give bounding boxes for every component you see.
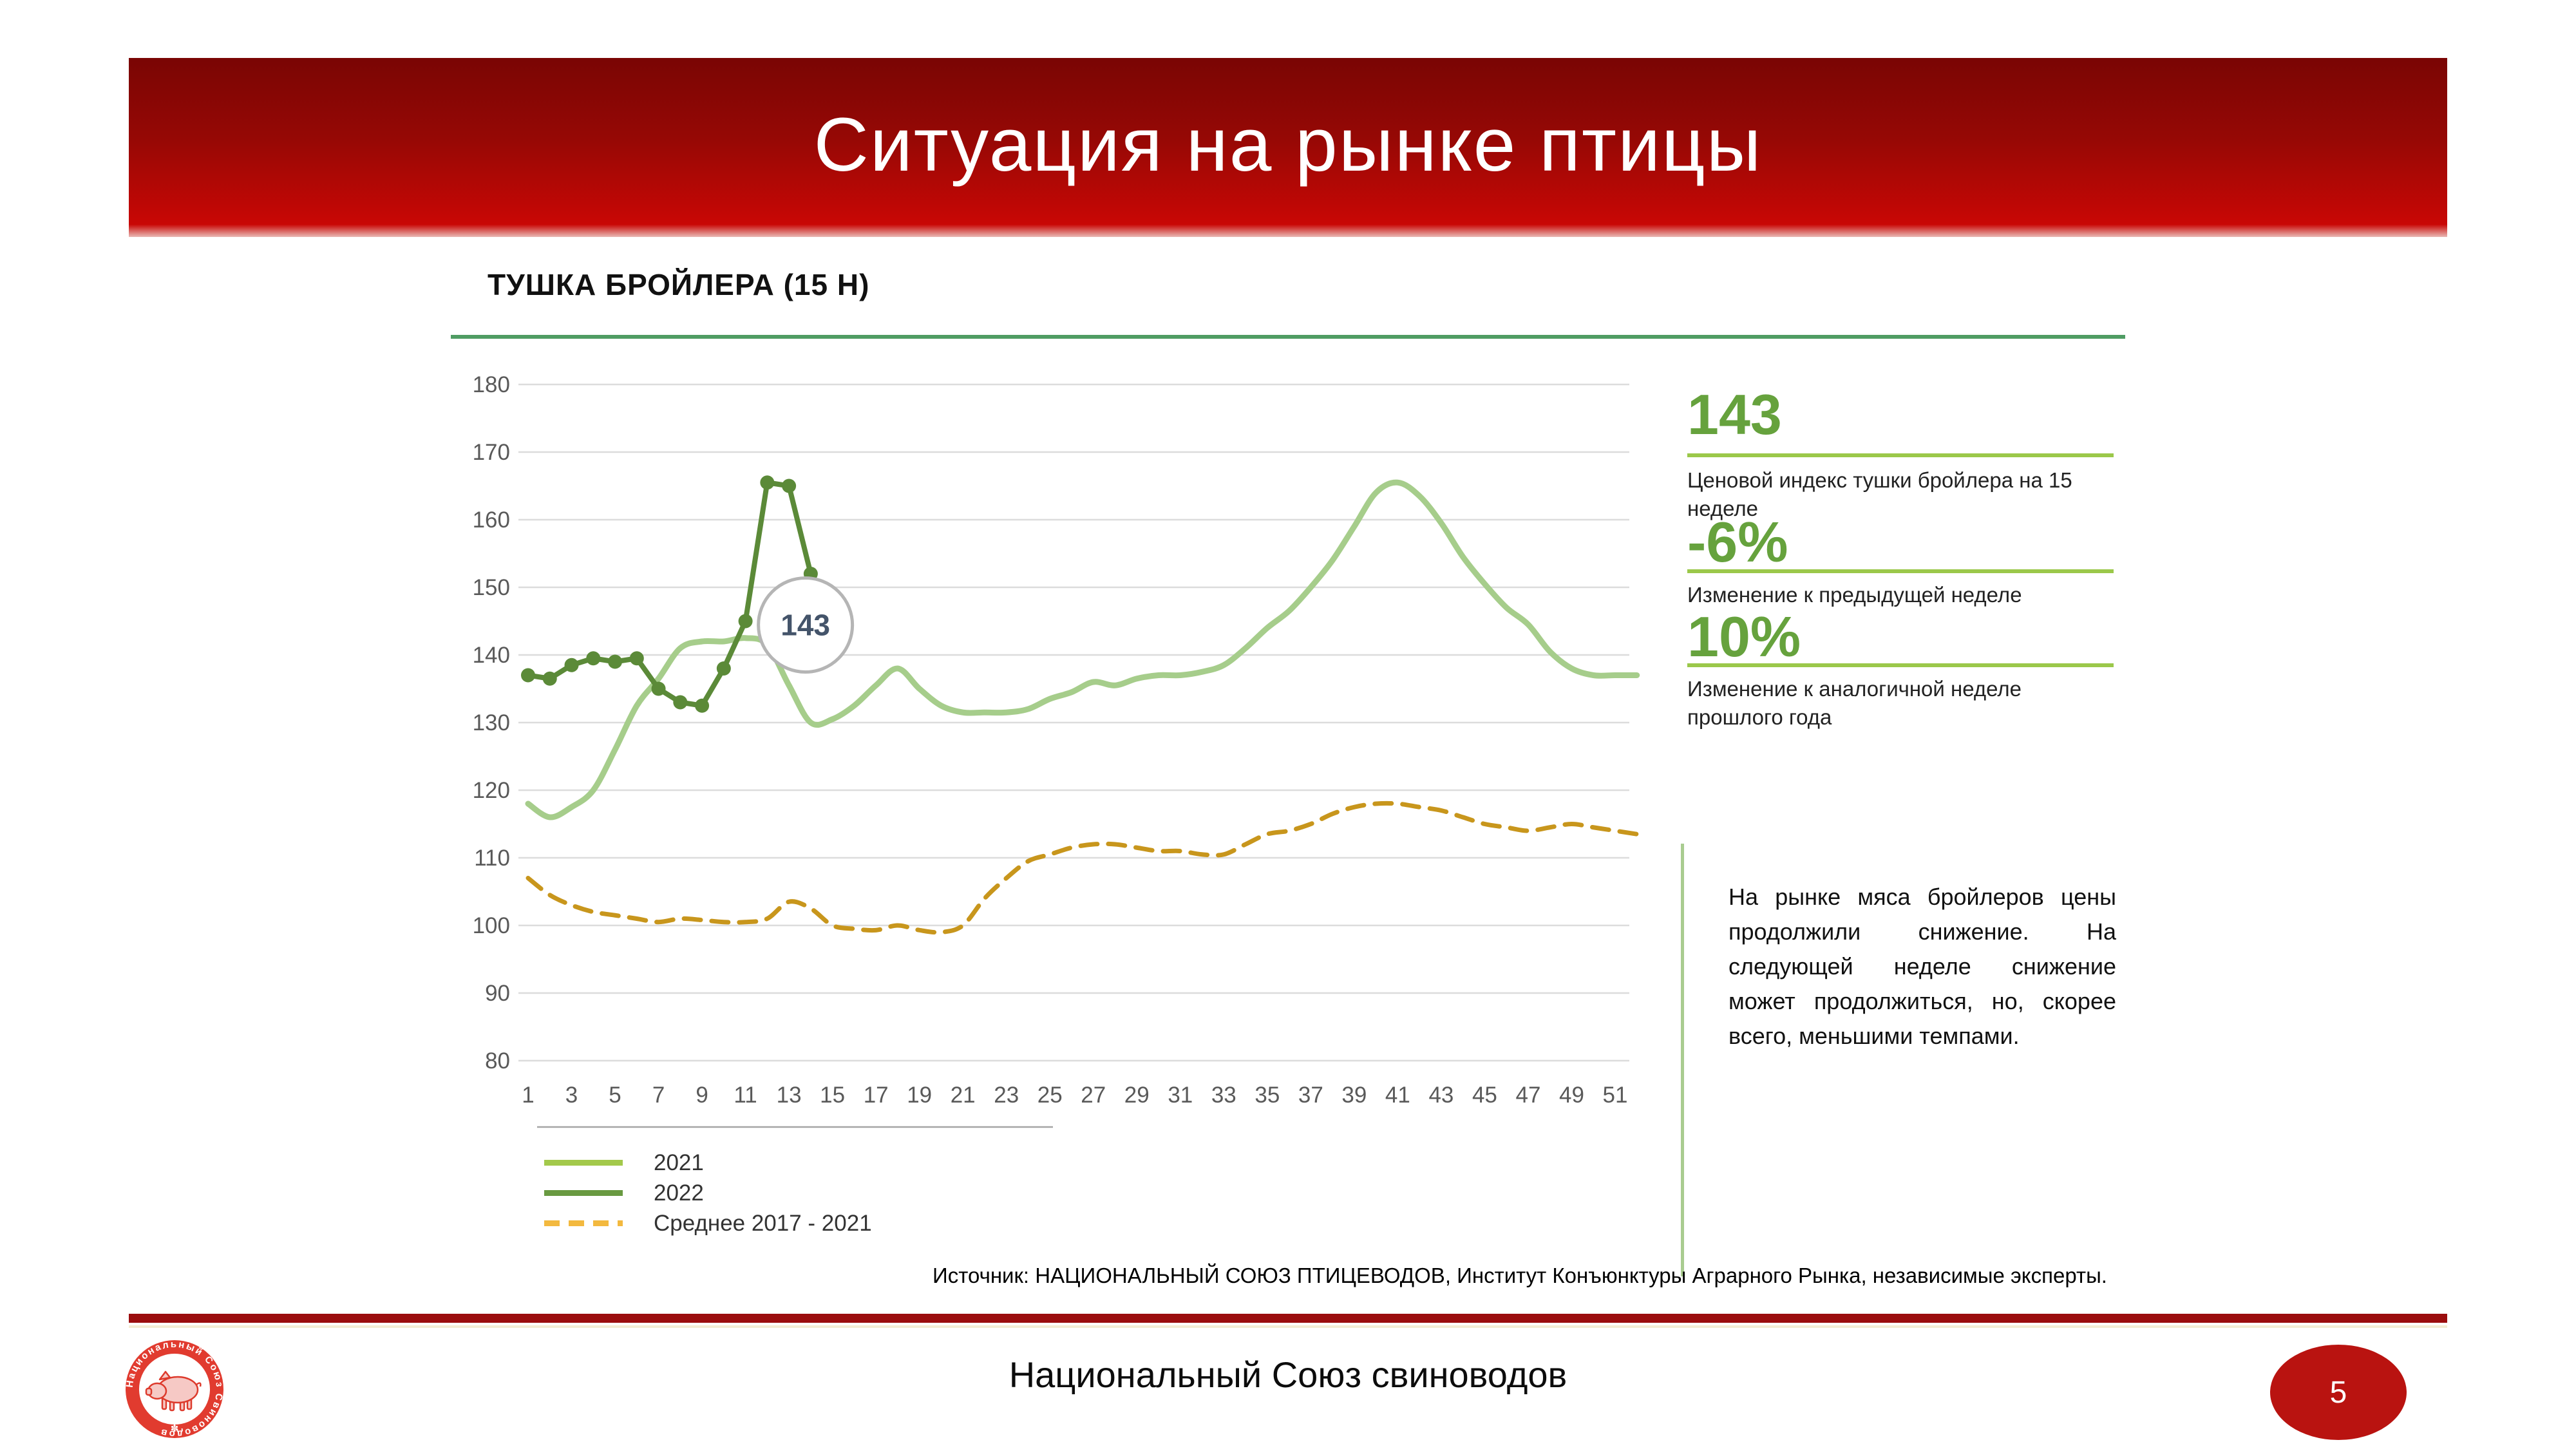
footer-rule	[129, 1314, 2447, 1323]
page-number-badge: 5	[2270, 1345, 2407, 1440]
footer-organization: Национальный Союз свиноводов	[1009, 1354, 1567, 1395]
title-banner: Ситуация на рынке птицы	[129, 58, 2447, 237]
chart-title-rule	[451, 335, 2125, 339]
union-logo: Национальный Союз Свиноводов ✽	[124, 1339, 223, 1439]
svg-text:13: 13	[777, 1083, 802, 1108]
stat-price-index: 143	[1687, 383, 1782, 446]
svg-text:5: 5	[609, 1083, 621, 1108]
svg-text:19: 19	[907, 1083, 932, 1108]
svg-text:47: 47	[1515, 1083, 1540, 1108]
slide-title: Ситуация на рынке птицы	[813, 102, 1763, 187]
svg-text:110: 110	[474, 846, 510, 871]
legend-item-2022: 2022	[544, 1178, 872, 1208]
stat-rule-3	[1687, 663, 2114, 667]
legend-label-2022: 2022	[654, 1180, 704, 1206]
logo-flower-icon: ✽	[171, 1423, 179, 1434]
svg-text:1: 1	[522, 1083, 534, 1108]
svg-text:35: 35	[1255, 1083, 1280, 1108]
svg-text:180: 180	[473, 372, 510, 397]
svg-text:27: 27	[1081, 1083, 1106, 1108]
market-comment: На рынке мяса бройлеров цены продолжили …	[1728, 884, 2116, 1049]
source-note: Источник: НАЦИОНАЛЬНЫЙ СОЮЗ ПТИЦЕВОДОВ, …	[933, 1264, 2107, 1287]
svg-text:140: 140	[473, 643, 510, 668]
svg-text:170: 170	[473, 440, 510, 465]
svg-text:21: 21	[951, 1083, 976, 1108]
svg-text:41: 41	[1385, 1083, 1410, 1108]
legend-label-average: Среднее 2017 - 2021	[654, 1210, 872, 1236]
stat-caption-price-index: Ценовой индекс тушки бройлера на 15 неде…	[1687, 468, 2072, 520]
svg-text:37: 37	[1298, 1083, 1323, 1108]
svg-text:29: 29	[1124, 1083, 1150, 1108]
svg-text:160: 160	[473, 507, 510, 533]
legend-swatch-2022	[544, 1190, 623, 1196]
legend-label-2021: 2021	[654, 1150, 704, 1175]
legend-item-average: Среднее 2017 - 2021	[544, 1208, 872, 1238]
svg-text:25: 25	[1037, 1083, 1063, 1108]
svg-text:90: 90	[485, 981, 510, 1006]
stat-yoy-change: 10%	[1687, 605, 1801, 668]
stat-rule-1	[1687, 453, 2114, 457]
svg-text:120: 120	[473, 778, 510, 803]
chart-title: ТУШКА БРОЙЛЕРА (15 Н)	[488, 268, 870, 301]
footer-rule-shadow	[129, 1325, 2447, 1328]
chart-legend: 2021 2022 Среднее 2017 - 2021	[544, 1148, 872, 1238]
legend-swatch-average	[544, 1220, 623, 1226]
svg-text:23: 23	[994, 1083, 1019, 1108]
svg-text:143: 143	[781, 609, 830, 642]
svg-text:80: 80	[485, 1048, 510, 1074]
svg-text:51: 51	[1603, 1083, 1628, 1108]
svg-text:15: 15	[820, 1083, 845, 1108]
comment-accent-bar	[1681, 844, 1684, 1276]
svg-text:45: 45	[1472, 1083, 1497, 1108]
stat-caption-wow-change: Изменение к предыдущей неделе	[1687, 583, 2022, 607]
stat-rule-2	[1687, 569, 2114, 573]
svg-text:9: 9	[696, 1083, 708, 1108]
svg-text:33: 33	[1211, 1083, 1236, 1108]
stat-caption-yoy-change: Изменение к аналогичной неделе прошлого …	[1687, 677, 2022, 729]
svg-text:100: 100	[473, 913, 510, 938]
legend-swatch-2021	[544, 1160, 623, 1166]
svg-text:43: 43	[1428, 1083, 1454, 1108]
stat-wow-change: -6%	[1687, 510, 1788, 574]
svg-text:11: 11	[734, 1083, 757, 1108]
svg-text:17: 17	[864, 1083, 889, 1108]
svg-text:39: 39	[1341, 1083, 1367, 1108]
page-number: 5	[2329, 1375, 2347, 1410]
svg-text:31: 31	[1168, 1083, 1193, 1108]
svg-text:7: 7	[652, 1083, 665, 1108]
svg-text:3: 3	[565, 1083, 578, 1108]
svg-text:150: 150	[473, 575, 510, 600]
svg-text:49: 49	[1559, 1083, 1584, 1108]
svg-text:130: 130	[473, 710, 510, 735]
legend-item-2021: 2021	[544, 1148, 872, 1178]
